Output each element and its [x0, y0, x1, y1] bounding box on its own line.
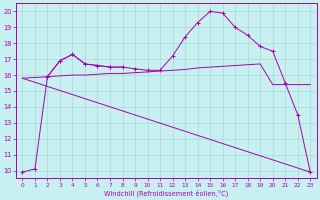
X-axis label: Windchill (Refroidissement éolien,°C): Windchill (Refroidissement éolien,°C): [104, 189, 228, 197]
